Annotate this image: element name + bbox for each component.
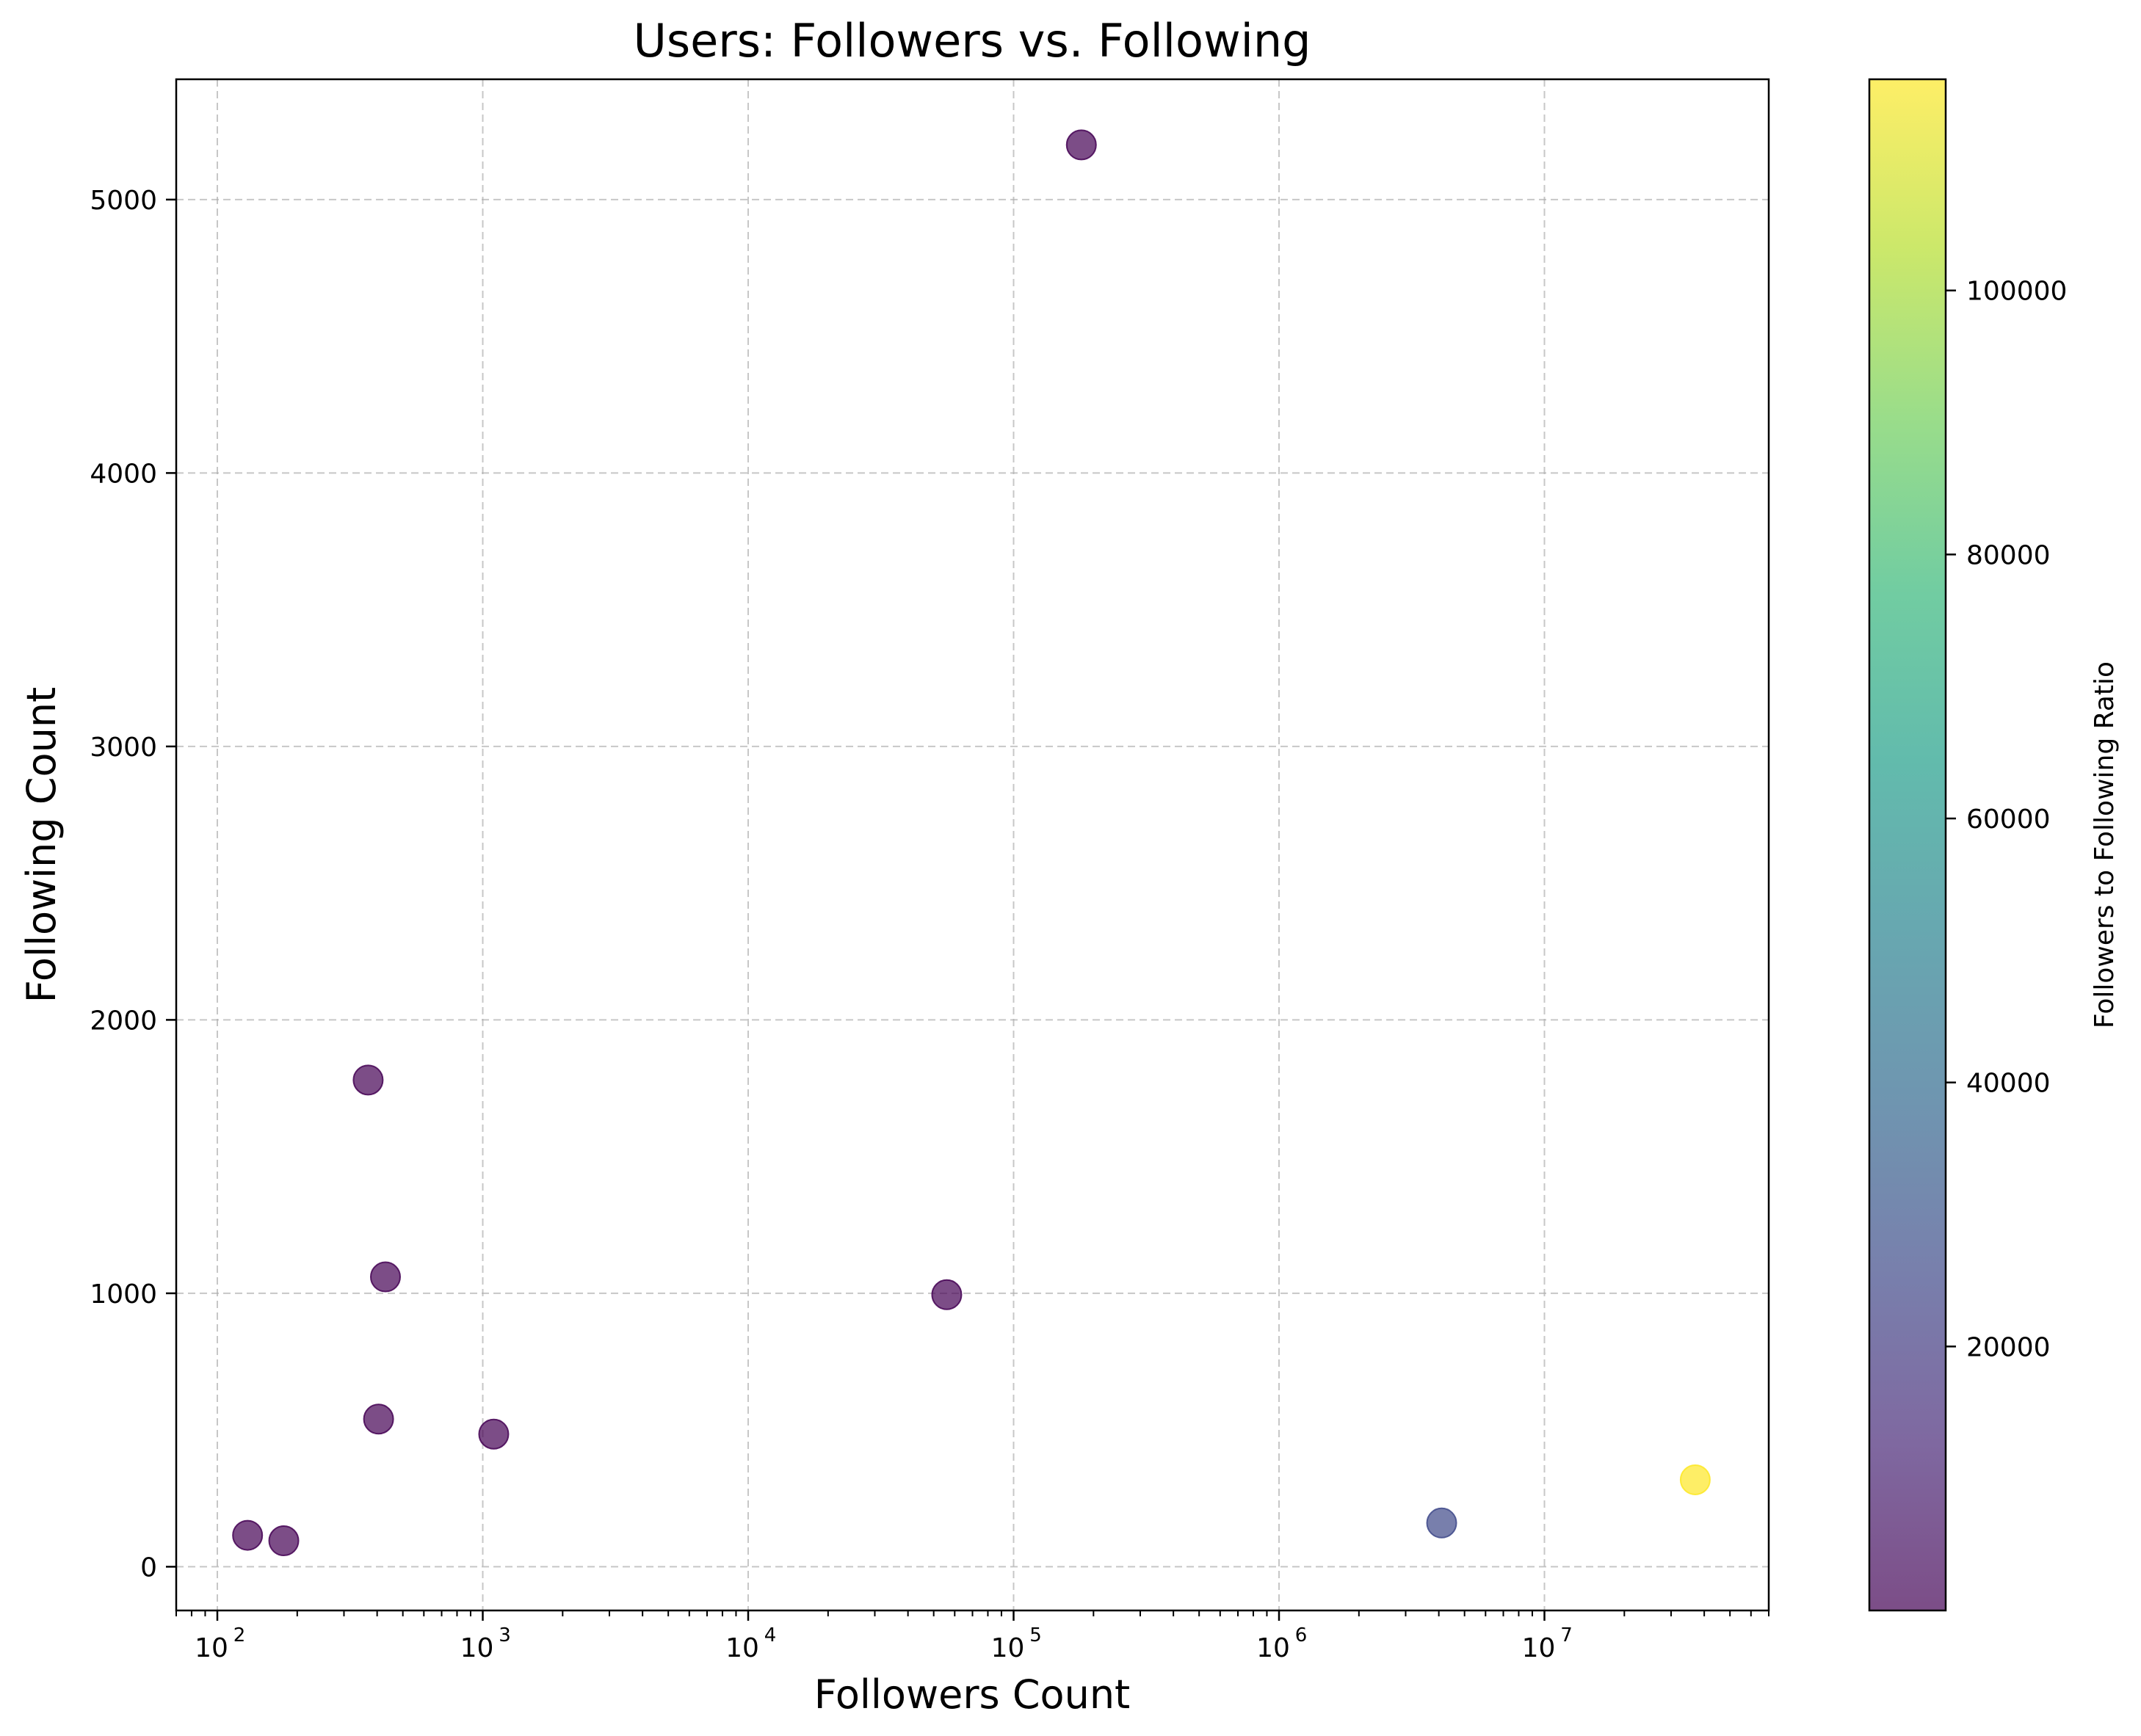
x-tick-label: 10 — [460, 1633, 494, 1663]
data-point — [931, 1279, 963, 1310]
colorbar-tick-label: 60000 — [1966, 805, 2051, 835]
x-tick-label: 10 — [991, 1633, 1025, 1663]
data-point — [352, 1064, 384, 1096]
x-tick-exponent: 6 — [1295, 1624, 1308, 1646]
x-tick-label: 10 — [1522, 1633, 1556, 1663]
x-tick-exponent: 7 — [1560, 1624, 1573, 1646]
data-point — [1426, 1507, 1457, 1539]
x-axis-ticks: 10 2 10 3 10 4 10 5 10 6 10 7 — [175, 1610, 1769, 1663]
plot-frame — [175, 78, 1770, 1612]
y-axis-label: Following Count — [18, 687, 65, 1003]
chart-title: Users: Followers vs. Following — [633, 14, 1311, 68]
colorbar-tick-label: 40000 — [1966, 1069, 2051, 1099]
colorbar-tick-label: 80000 — [1966, 540, 2051, 570]
colorbar-tick-label: 20000 — [1966, 1332, 2051, 1362]
data-point — [1065, 129, 1097, 161]
colorbar-label: Followers to Following Ratio — [2090, 661, 2120, 1028]
x-tick-label: 10 — [195, 1633, 228, 1663]
data-points — [232, 129, 1711, 1557]
y-tick-label: 5000 — [90, 186, 157, 216]
y-axis-ticks: 0 1000 2000 3000 4000 5000 — [90, 186, 176, 1583]
x-tick-exponent: 4 — [764, 1624, 777, 1646]
y-tick-label: 4000 — [90, 459, 157, 489]
x-tick-exponent: 5 — [1029, 1624, 1042, 1646]
y-tick-label: 2000 — [90, 1006, 157, 1036]
y-tick-label: 3000 — [90, 733, 157, 763]
colorbar-tick-label: 100000 — [1966, 277, 2067, 307]
x-tick-exponent: 2 — [233, 1624, 246, 1646]
colorbar: 20000 40000 60000 80000 100000 — [1868, 78, 2067, 1612]
colorbar-gradient — [1868, 78, 1947, 1612]
data-point — [369, 1261, 401, 1293]
x-tick-label: 10 — [1256, 1633, 1290, 1663]
y-tick-label: 1000 — [90, 1279, 157, 1310]
data-point — [363, 1403, 394, 1435]
data-point — [1679, 1464, 1711, 1495]
grid — [176, 79, 1769, 1610]
x-axis-label: Followers Count — [814, 1671, 1130, 1718]
x-tick-label: 10 — [725, 1633, 759, 1663]
y-tick-label: 0 — [140, 1552, 157, 1583]
data-point — [232, 1519, 264, 1551]
x-tick-exponent: 3 — [499, 1624, 511, 1646]
data-point — [478, 1418, 510, 1450]
data-point — [268, 1525, 300, 1557]
